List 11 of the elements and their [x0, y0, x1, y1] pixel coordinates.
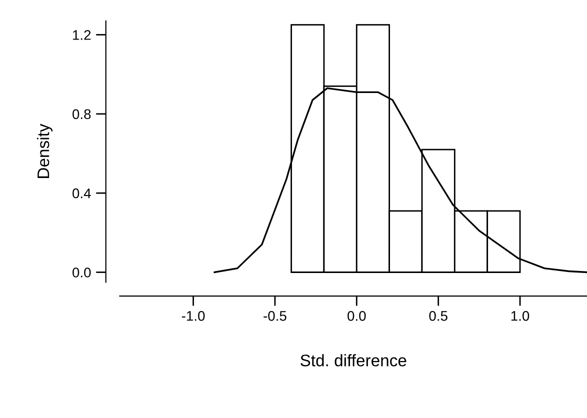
x-tick-label: -0.5 — [264, 310, 286, 321]
y-axis-title: Density — [36, 124, 53, 178]
x-tick-label: 1.0 — [511, 310, 530, 321]
x-tick-label: 0.0 — [348, 310, 366, 321]
x-tick-label: -1.0 — [182, 310, 205, 321]
y-tick-label: 0.8 — [72, 109, 91, 120]
y-tick-label: 0.0 — [72, 268, 91, 278]
x-axis-title: Std. difference — [300, 354, 406, 366]
y-tick-label: 0.4 — [72, 188, 91, 198]
x-tick-label: 0.5 — [429, 310, 448, 321]
y-tick-label: 1.2 — [73, 30, 91, 40]
